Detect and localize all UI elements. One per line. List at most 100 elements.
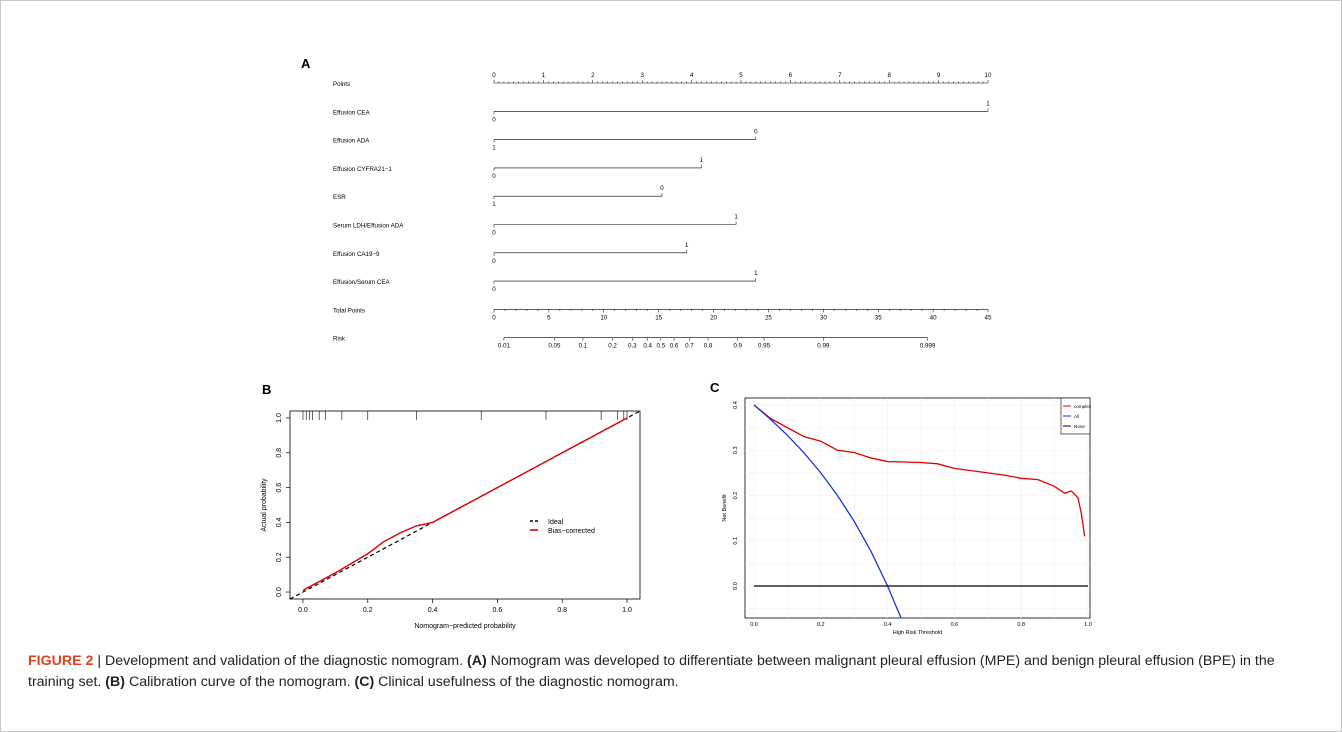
calibration-y-tick-label: 0.4 <box>276 517 283 527</box>
caption-text-2: Nomogram was developed to differentiate … <box>28 653 1275 690</box>
caption-separator: | <box>93 653 106 669</box>
total-points-label: Total Points <box>333 307 365 314</box>
caption-ref-a: (A) <box>467 653 487 669</box>
variable-low-label: 0 <box>492 286 496 293</box>
total-points-tick-label: 35 <box>875 314 882 321</box>
caption-ref-c: (C) <box>354 674 375 690</box>
risk-tick-label: 0.2 <box>608 343 617 350</box>
risk-tick-label: 0.95 <box>758 343 771 350</box>
legend-label-complex: complex <box>1074 404 1092 409</box>
dca-y-tick-label: 0.2 <box>733 492 739 500</box>
dca-y-tick-label: 0.0 <box>733 582 739 590</box>
variable-high-label: 0 <box>660 185 664 192</box>
total-points-tick-label: 45 <box>985 314 992 321</box>
total-points-tick-label: 25 <box>765 314 772 321</box>
risk-row-label: Risk <box>333 336 346 343</box>
points-tick-label: 5 <box>739 72 743 79</box>
legend-label-ideal: Ideal <box>548 519 564 526</box>
points-tick-label: 10 <box>985 72 992 79</box>
risk-tick-label: 0.8 <box>704 343 713 350</box>
caption-text-4: Clinical usefulness of the diagnostic no… <box>374 674 679 690</box>
variable-low-label: 0 <box>492 230 496 237</box>
calibration-x-tick-label: 0.0 <box>298 607 308 614</box>
variable-label: Effusion CA19−9 <box>333 251 380 258</box>
variable-high-label: 0 <box>754 129 758 136</box>
variable-low-label: 0 <box>492 116 496 123</box>
points-tick-label: 7 <box>838 72 842 79</box>
variable-high-label: 1 <box>734 214 738 221</box>
variable-label: Effusion ADA <box>333 138 370 145</box>
dca-x-tick-label: 1.0 <box>1084 622 1092 628</box>
dca-y-axis-label: Net Benefit <box>722 494 728 522</box>
risk-tick-label: 0.9 <box>733 343 742 350</box>
calibration-y-tick-label: 0.0 <box>276 587 283 597</box>
dca-x-axis-label: High Risk Threshold <box>893 630 942 636</box>
panel-label-c: C <box>710 380 720 395</box>
treat-all-curve <box>753 404 902 618</box>
legend-label-none: None <box>1074 424 1085 429</box>
total-points-tick-label: 10 <box>600 314 607 321</box>
bias-corrected-line <box>302 417 628 591</box>
total-points-tick-label: 15 <box>655 314 662 321</box>
variable-low-label: 0 <box>492 173 496 180</box>
calibration-y-tick-label: 0.6 <box>276 483 283 493</box>
variable-low-label: 1 <box>492 201 496 208</box>
points-tick-label: 9 <box>937 72 941 79</box>
caption-figure-label: FIGURE 2 <box>28 653 94 669</box>
dca-x-tick-label: 0.2 <box>817 622 825 628</box>
variable-label: Serum LDH/Effusion ADA <box>333 223 404 230</box>
caption-ref-b: (B) <box>105 674 125 690</box>
points-tick-label: 0 <box>492 72 496 79</box>
points-row-label: Points <box>333 81 350 88</box>
calibration-panel: B 0.0 0.2 0.4 0.6 0.8 1.0 0.0 0.2 0.4 0.6 0.8 1.0 No… <box>261 382 641 630</box>
variable-high-label: 1 <box>986 100 990 107</box>
legend-label-all: All <box>1074 414 1079 419</box>
variable-label: ESR <box>333 194 346 201</box>
dca-y-tick-label: 0.3 <box>733 446 739 454</box>
total-points-tick-label: 30 <box>820 314 827 321</box>
decision-curve-panel: C 0.0 0.2 0.4 0.6 0.8 1.00.00.10.20.30.4High … <box>710 380 1092 636</box>
dca-y-tick-label: 0.4 <box>733 401 739 409</box>
variable-label: Effusion CYFRA21−1 <box>333 166 392 173</box>
points-tick-label: 3 <box>640 72 644 79</box>
variable-low-label: 1 <box>492 145 496 152</box>
risk-tick-label: 0.1 <box>579 343 588 350</box>
points-tick-label: 1 <box>542 72 546 79</box>
points-tick-label: 2 <box>591 72 595 79</box>
risk-tick-label: 0.999 <box>920 343 936 350</box>
dca-x-tick-label: 0.8 <box>1017 622 1025 628</box>
calibration-plot-frame <box>289 410 641 600</box>
variable-low-label: 0 <box>492 258 496 265</box>
dca-y-tick-label: 0.1 <box>733 537 739 545</box>
total-points-tick-label: 40 <box>930 314 937 321</box>
points-tick-label: 8 <box>887 72 891 79</box>
variable-label: Effusion CEA <box>333 109 371 116</box>
risk-tick-label: 0.01 <box>498 343 511 350</box>
risk-tick-label: 0.7 <box>685 343 694 350</box>
calibration-x-tick-label: 0.6 <box>493 607 503 614</box>
points-tick-label: 6 <box>789 72 793 79</box>
complex-curve <box>753 404 1086 537</box>
calibration-x-tick-label: 0.2 <box>363 607 373 614</box>
total-points-tick-label: 5 <box>547 314 551 321</box>
calibration-y-tick-label: 0.8 <box>276 448 283 458</box>
points-tick-label: 4 <box>690 72 694 79</box>
legend-label-bias-corrected: Bias−corrected <box>548 528 595 535</box>
dca-x-tick-label: 0.6 <box>951 622 959 628</box>
variable-high-label: 1 <box>685 242 689 249</box>
figure-caption: FIGURE 2 | Development and validation of… <box>28 651 1318 693</box>
calibration-x-tick-label: 0.8 <box>557 607 567 614</box>
calibration-y-axis-label: Actual probability <box>261 478 268 532</box>
variable-high-label: 1 <box>754 270 758 277</box>
calibration-x-tick-label: 1.0 <box>622 607 632 614</box>
risk-tick-label: 0.4 <box>643 343 652 350</box>
variable-high-label: 1 <box>700 157 704 164</box>
risk-tick-label: 0.5 <box>657 343 666 350</box>
dca-plot-frame <box>744 397 1091 619</box>
caption-text-1: Development and validation of the diagno… <box>105 653 468 669</box>
caption-text-3: Calibration curve of the nomogram. <box>125 674 355 690</box>
variable-label: Effusion/Serum CEA <box>333 279 391 286</box>
